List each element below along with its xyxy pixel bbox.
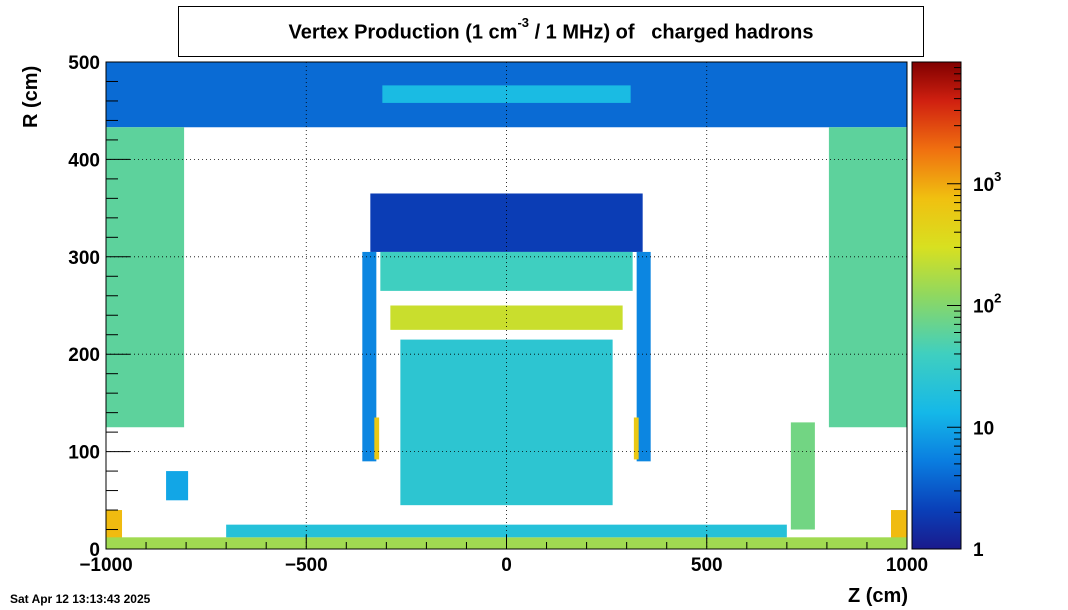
- region-right-column: [636, 251, 651, 462]
- colorbar: 1 10 102 103: [911, 61, 1001, 561]
- y-tick-label: 300: [68, 248, 100, 269]
- chart-title-box: Vertex Production (1 cm-3 / 1 MHz) of ch…: [178, 6, 924, 57]
- colorbar-tick-label: 103: [973, 169, 1001, 196]
- region-endcap-left: [106, 127, 185, 428]
- x-tick-label: 1000: [886, 555, 928, 576]
- region-beamline-right: [890, 510, 907, 540]
- y-tick-label: 0: [89, 540, 100, 561]
- region-right-hot-strip: [633, 417, 639, 460]
- x-axis-ticks: −1000 −500 0 500 1000: [79, 535, 928, 576]
- y-axis-ticks: 0 100 200 300 400 500: [68, 53, 130, 561]
- region-endcap-right: [828, 127, 907, 428]
- region-trapezoid-band: [390, 305, 623, 330]
- region-small-block-left: [166, 471, 189, 501]
- region-left-hot-strip: [374, 417, 380, 460]
- colorbar-tick-label: 1: [973, 540, 984, 561]
- region-left-column: [362, 251, 377, 462]
- timestamp: Sat Apr 12 13:13:43 2025: [10, 592, 151, 606]
- x-tick-label: −1000: [79, 555, 132, 576]
- colorbar-tick-exponent: 3: [994, 169, 1001, 184]
- y-tick-label: 100: [68, 443, 100, 464]
- title-exponent: -3: [517, 14, 530, 30]
- colorbar-tick-label: 10: [973, 418, 994, 439]
- x-tick-label: 500: [691, 555, 723, 576]
- colorbar-tick-label: 102: [973, 291, 1001, 318]
- region-beamline-left: [106, 510, 123, 540]
- y-axis-label: R (cm): [20, 65, 42, 128]
- y-tick-label: 200: [68, 345, 100, 366]
- region-forward-column-right: [790, 422, 815, 530]
- title-rest: / 1 MHz) of charged hadrons: [529, 21, 814, 44]
- title-main: Vertex Production (1 cm: [288, 21, 518, 44]
- heatmap-regions: [106, 62, 907, 549]
- x-tick-label: −500: [285, 555, 328, 576]
- colorbar-tick-exponent: 2: [994, 291, 1001, 306]
- y-tick-label: 400: [68, 150, 100, 171]
- grid-lines: [106, 62, 907, 549]
- region-calorimeter-band: [380, 251, 633, 291]
- y-tick-label: 500: [68, 53, 100, 74]
- x-tick-label: 0: [501, 555, 512, 576]
- x-axis-label: Z (cm): [848, 585, 908, 607]
- chart-title: Vertex Production (1 cm-3 / 1 MHz) of ch…: [288, 15, 814, 45]
